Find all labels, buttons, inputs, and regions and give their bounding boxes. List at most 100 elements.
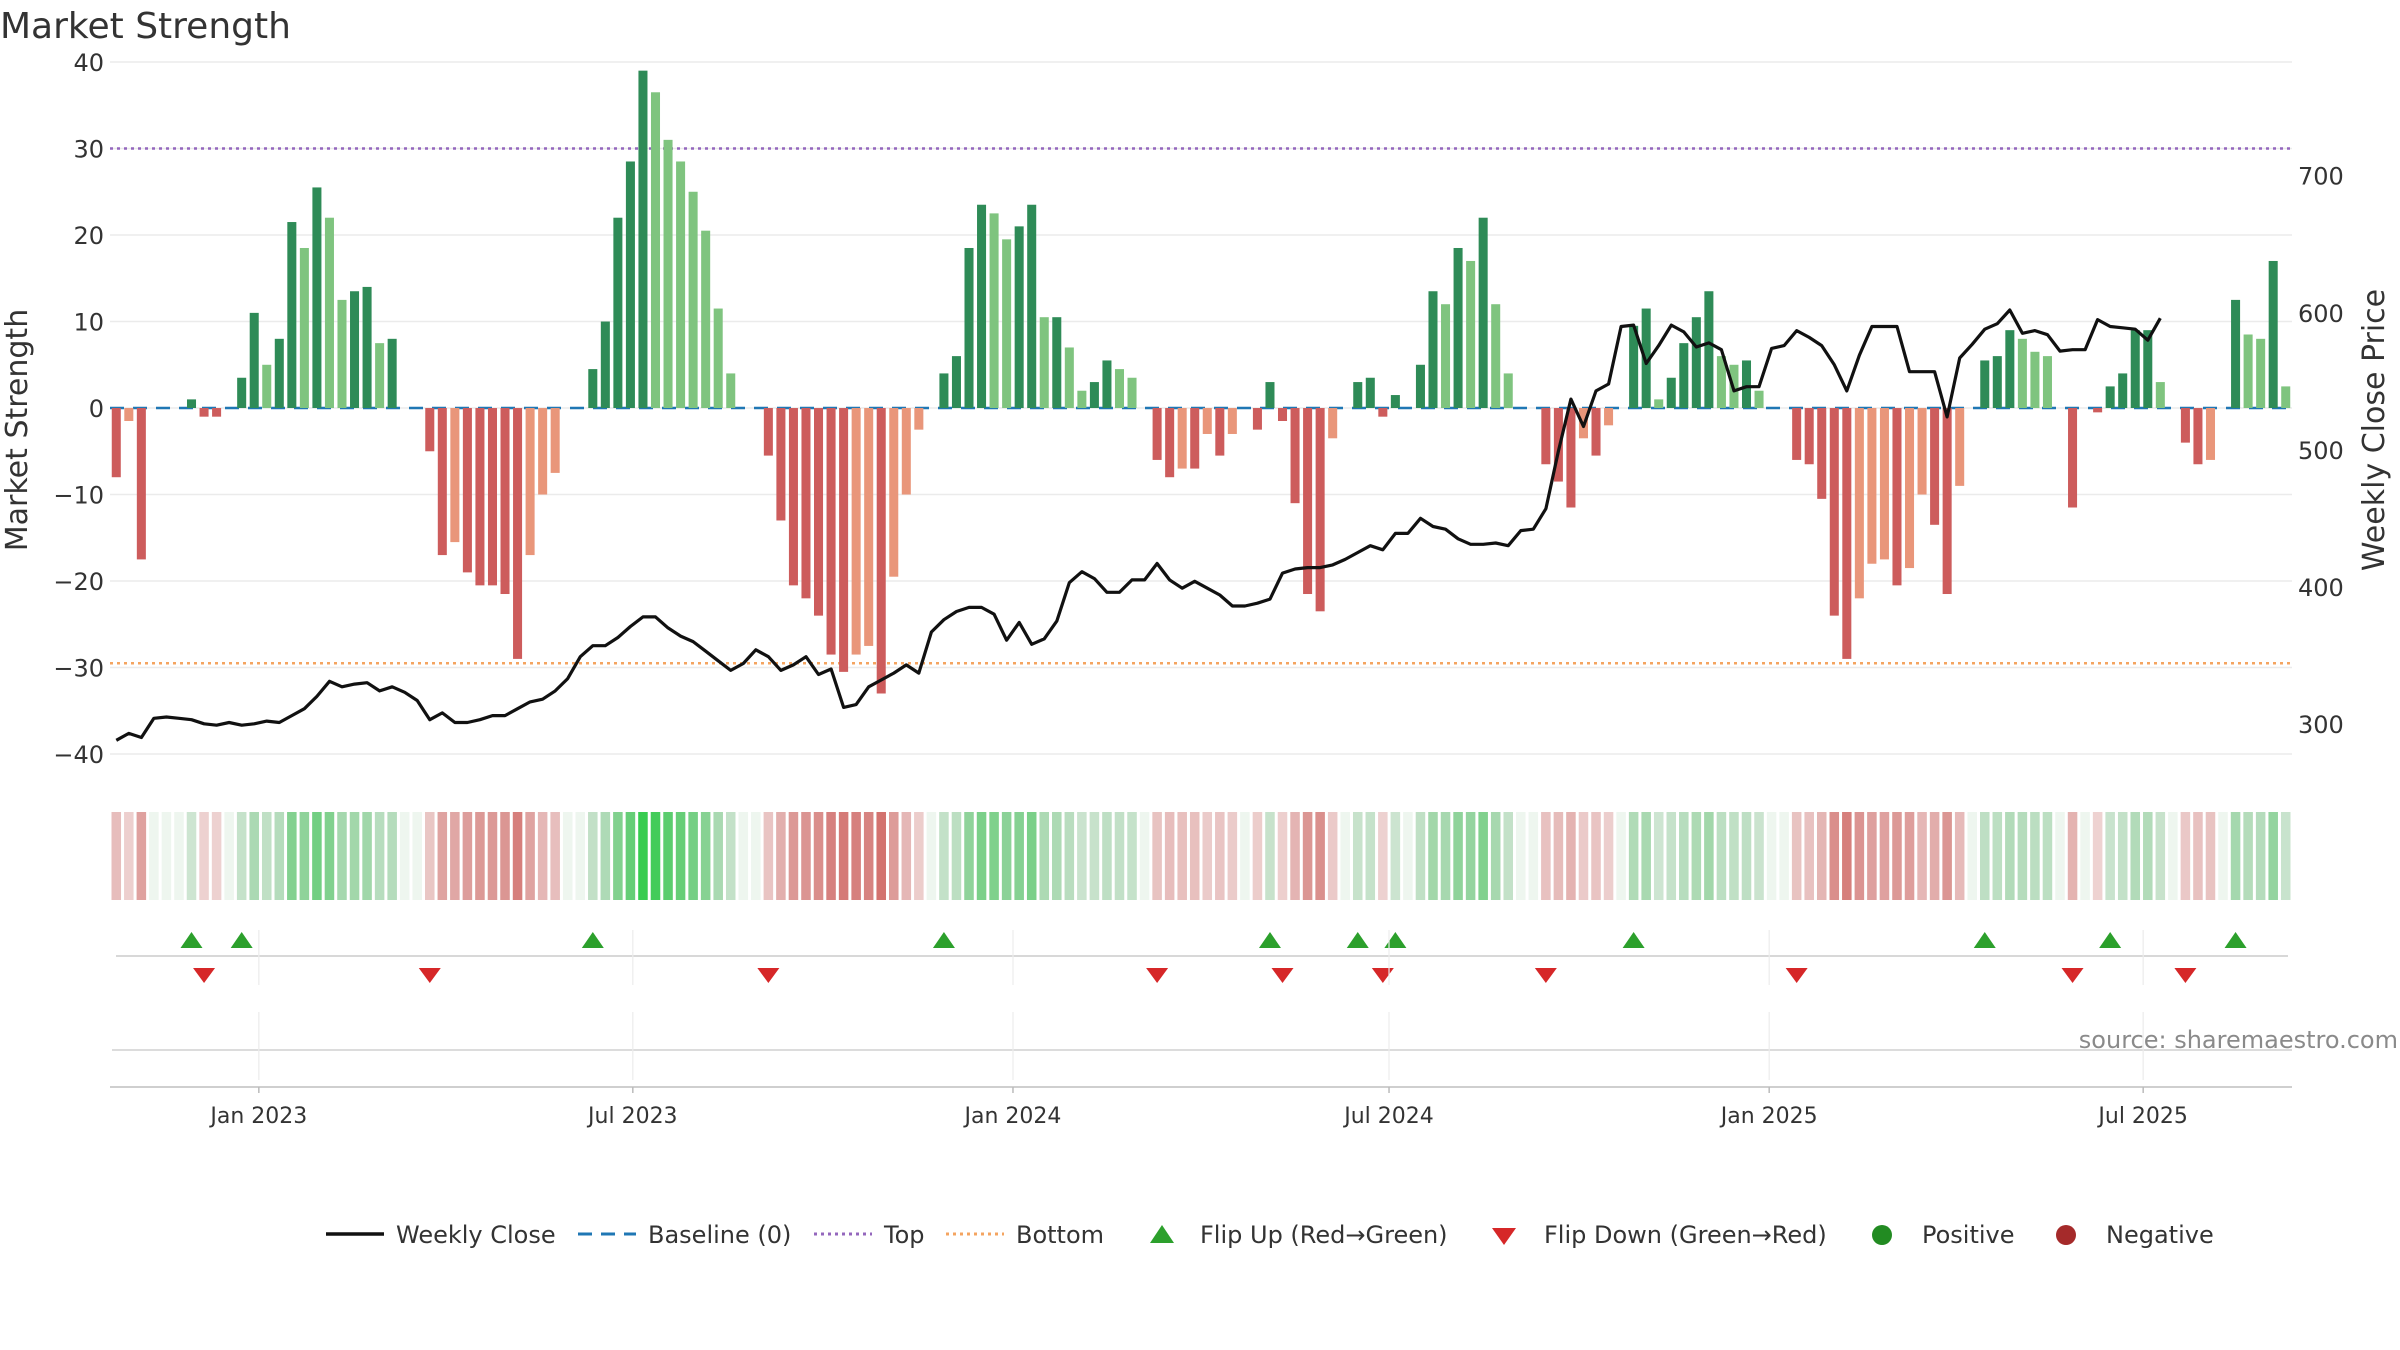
strength-bar [450,408,460,543]
heat-cell [1227,812,1238,900]
heat-cell [475,812,485,900]
strength-bar [1165,408,1175,478]
heat-cell [2105,812,2115,900]
strength-bar [2243,334,2253,409]
strength-bar [788,408,798,586]
heat-cell [1189,812,1200,900]
strength-bar [1102,360,1112,409]
flip-up-marker [1258,932,1281,948]
heat-cell [851,812,861,900]
heat-cell [2243,812,2253,900]
heat-cell [939,812,949,900]
flip-up-marker [2224,932,2247,948]
legend-negative-dot-icon [2056,1225,2076,1245]
heat-cell [1215,812,1225,900]
heat-cell [1591,812,1601,900]
strength-bar [2281,386,2291,409]
strength-bar [1955,408,1965,486]
flip-up-marker [1973,932,1996,948]
strength-bar [1992,356,2002,409]
strength-bar [1215,408,1225,456]
strength-bar [124,408,134,421]
heat-cell [1829,812,1840,900]
heat-cell [512,812,523,900]
strength-bar [2105,386,2115,409]
heat-cell [349,812,360,900]
heat-cell [1490,812,1501,900]
legend-flip-down: Flip Down (Green→Red) [1544,1221,1827,1249]
strength-bar [964,247,974,409]
heat-cell [1415,812,1426,900]
heat-cell [1816,812,1827,900]
strength-bar [1002,239,1012,409]
strength-bar [1566,408,1576,508]
strength-bar [613,217,623,409]
heat-cell [1453,812,1463,900]
strength-bar [375,343,385,409]
strength-bar [1980,360,1990,409]
heat-cell [650,812,661,900]
heat-cell [1666,812,1677,900]
strength-bar [1466,260,1476,409]
heat-cell [500,812,510,900]
heat-cell [1691,812,1702,900]
source-note: source: sharemaestro.com [2079,1026,2398,1054]
strength-bar [2068,408,2078,508]
strength-bar [1503,373,1513,409]
strength-bar [249,312,259,409]
strength-bar [701,230,711,409]
strength-bar [1027,204,1037,409]
heat-cell [675,812,686,900]
strength-bar [1641,308,1651,409]
flip-up-marker [180,932,203,948]
heat-cell [1704,812,1714,900]
y-axis-ticks: 40 30 20 10 0 −10 −20 −30 −40 [53,49,104,769]
strength-bar [1654,399,1664,409]
heat-cell [1164,812,1175,900]
heat-cell [2055,812,2065,900]
flip-down-marker [193,968,216,983]
heat-cell [1378,812,1388,900]
heat-cell [638,812,648,900]
heat-cell [1478,812,1488,900]
y-tick-label: −10 [53,482,104,510]
heat-cell [2155,812,2166,900]
heat-cell [1026,812,1037,900]
strength-bar [1428,291,1438,409]
legend-bottom: Bottom [1016,1221,1104,1249]
heat-cell [362,812,372,900]
strength-bar [1277,408,1288,421]
strength-bar [1491,304,1501,409]
strength-bar [2180,408,2190,443]
y-tick-label: 40 [73,49,104,77]
heat-cell [964,812,974,900]
heat-cell [1867,812,1877,900]
heat-cell [1553,812,1564,900]
heat-cell [249,812,259,900]
strength-bar [726,373,736,409]
heat-cell [399,812,410,900]
heat-cell [1064,812,1075,900]
strength-bar [1265,382,1275,409]
heat-cell [2130,812,2141,900]
legend-baseline: Baseline (0) [648,1221,791,1249]
strength-bar [1114,369,1125,409]
legend-top: Top [883,1221,925,1249]
heat-cell [1766,812,1777,900]
strength-bar [1014,226,1024,409]
heat-cell [951,812,962,900]
flip-up-marker [1384,932,1407,948]
heat-cell [613,812,623,900]
y-tick-label: 20 [73,222,104,250]
heat-cell [926,812,937,900]
flip-up-marker [581,932,604,948]
strength-bar [1892,408,1902,586]
heat-cell [1001,812,1012,900]
legend-positive: Positive [1922,1221,2015,1249]
strength-bar [1390,395,1400,409]
x-tick-label: Jul 2025 [2096,1104,2188,1129]
strength-bar [1064,347,1074,409]
strength-bar [2193,408,2203,465]
strength-bar [814,408,824,616]
